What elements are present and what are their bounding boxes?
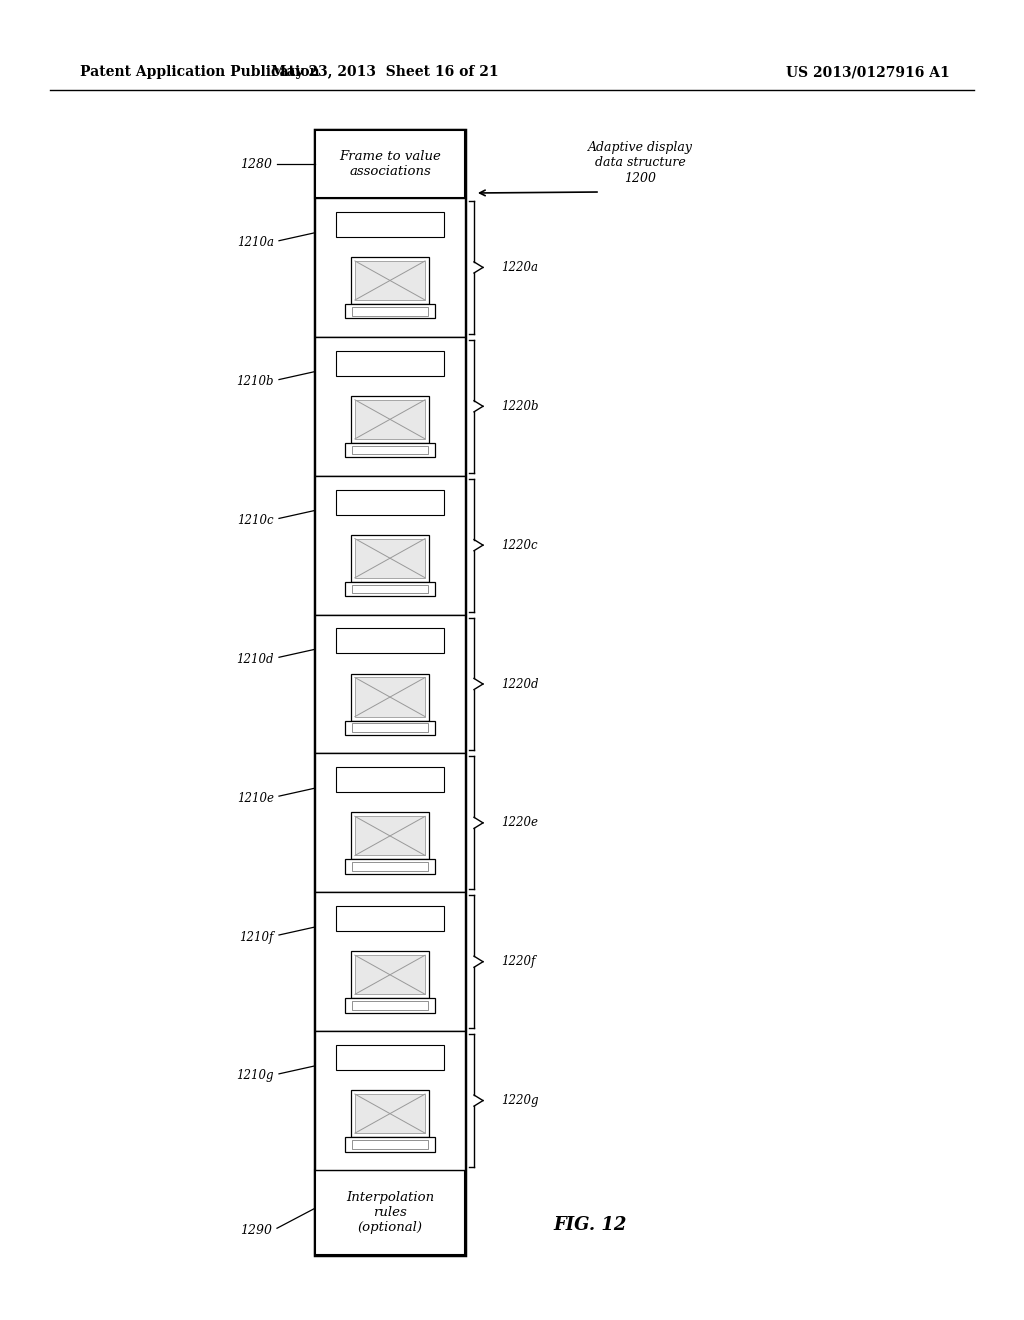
Bar (345, 998, 435, 1012)
Bar (336, 767, 444, 792)
Bar (336, 628, 444, 653)
Text: 1220a: 1220a (501, 261, 538, 275)
Bar (355, 677, 425, 717)
Bar (336, 1045, 444, 1071)
Bar (315, 1170, 465, 1255)
Text: 1280: 1280 (240, 157, 272, 170)
Bar (351, 1090, 429, 1137)
Text: FIG. 12: FIG. 12 (553, 1216, 627, 1234)
Text: 1220g: 1220g (501, 1094, 539, 1107)
Bar (352, 446, 428, 454)
Bar (351, 535, 429, 582)
Bar (345, 582, 435, 597)
Bar (315, 198, 465, 337)
Bar (315, 129, 465, 198)
Bar (315, 129, 465, 1255)
Bar (352, 306, 428, 315)
Text: 1220c: 1220c (501, 539, 538, 552)
Bar (352, 1140, 428, 1148)
Bar (355, 261, 425, 300)
Bar (351, 812, 429, 859)
Text: 1210a: 1210a (237, 236, 274, 249)
Bar (345, 304, 435, 318)
Text: Interpolation
rules
(optional): Interpolation rules (optional) (346, 1191, 434, 1234)
Bar (351, 952, 429, 998)
Bar (351, 396, 429, 442)
Bar (345, 442, 435, 457)
Bar (315, 615, 465, 754)
Bar (352, 585, 428, 593)
Bar (336, 351, 444, 376)
Bar (336, 213, 444, 236)
Text: US 2013/0127916 A1: US 2013/0127916 A1 (786, 65, 950, 79)
Bar (352, 862, 428, 871)
Bar (315, 475, 465, 615)
Text: 1290: 1290 (240, 1224, 272, 1237)
Bar (351, 257, 429, 304)
Text: 1210f: 1210f (240, 931, 274, 944)
Text: 1220f: 1220f (501, 956, 536, 968)
Bar (315, 1031, 465, 1170)
Text: 1210b: 1210b (237, 375, 274, 388)
Text: May 23, 2013  Sheet 16 of 21: May 23, 2013 Sheet 16 of 21 (271, 65, 499, 79)
Text: Frame to value
associations: Frame to value associations (339, 150, 441, 178)
Text: 1210d: 1210d (237, 653, 274, 665)
Text: 1210c: 1210c (238, 513, 274, 527)
Bar (352, 1001, 428, 1010)
Bar (315, 337, 465, 475)
Bar (315, 892, 465, 1031)
Text: 1210e: 1210e (237, 792, 274, 805)
Bar (336, 490, 444, 515)
Bar (355, 1094, 425, 1133)
Bar (345, 859, 435, 874)
Text: Adaptive display: Adaptive display (588, 141, 692, 154)
Bar (315, 754, 465, 892)
Text: 1220d: 1220d (501, 677, 539, 690)
Bar (355, 400, 425, 440)
Bar (355, 956, 425, 994)
Bar (336, 906, 444, 931)
Bar (351, 673, 429, 721)
Bar (345, 1137, 435, 1151)
Text: 1200: 1200 (624, 172, 656, 185)
Bar (345, 721, 435, 735)
Text: data structure: data structure (595, 157, 685, 169)
Text: 1220e: 1220e (501, 816, 538, 829)
Text: 1220b: 1220b (501, 400, 539, 413)
Text: Patent Application Publication: Patent Application Publication (80, 65, 319, 79)
Bar (355, 539, 425, 578)
Bar (352, 723, 428, 733)
Bar (355, 816, 425, 855)
Text: 1210g: 1210g (237, 1069, 274, 1082)
